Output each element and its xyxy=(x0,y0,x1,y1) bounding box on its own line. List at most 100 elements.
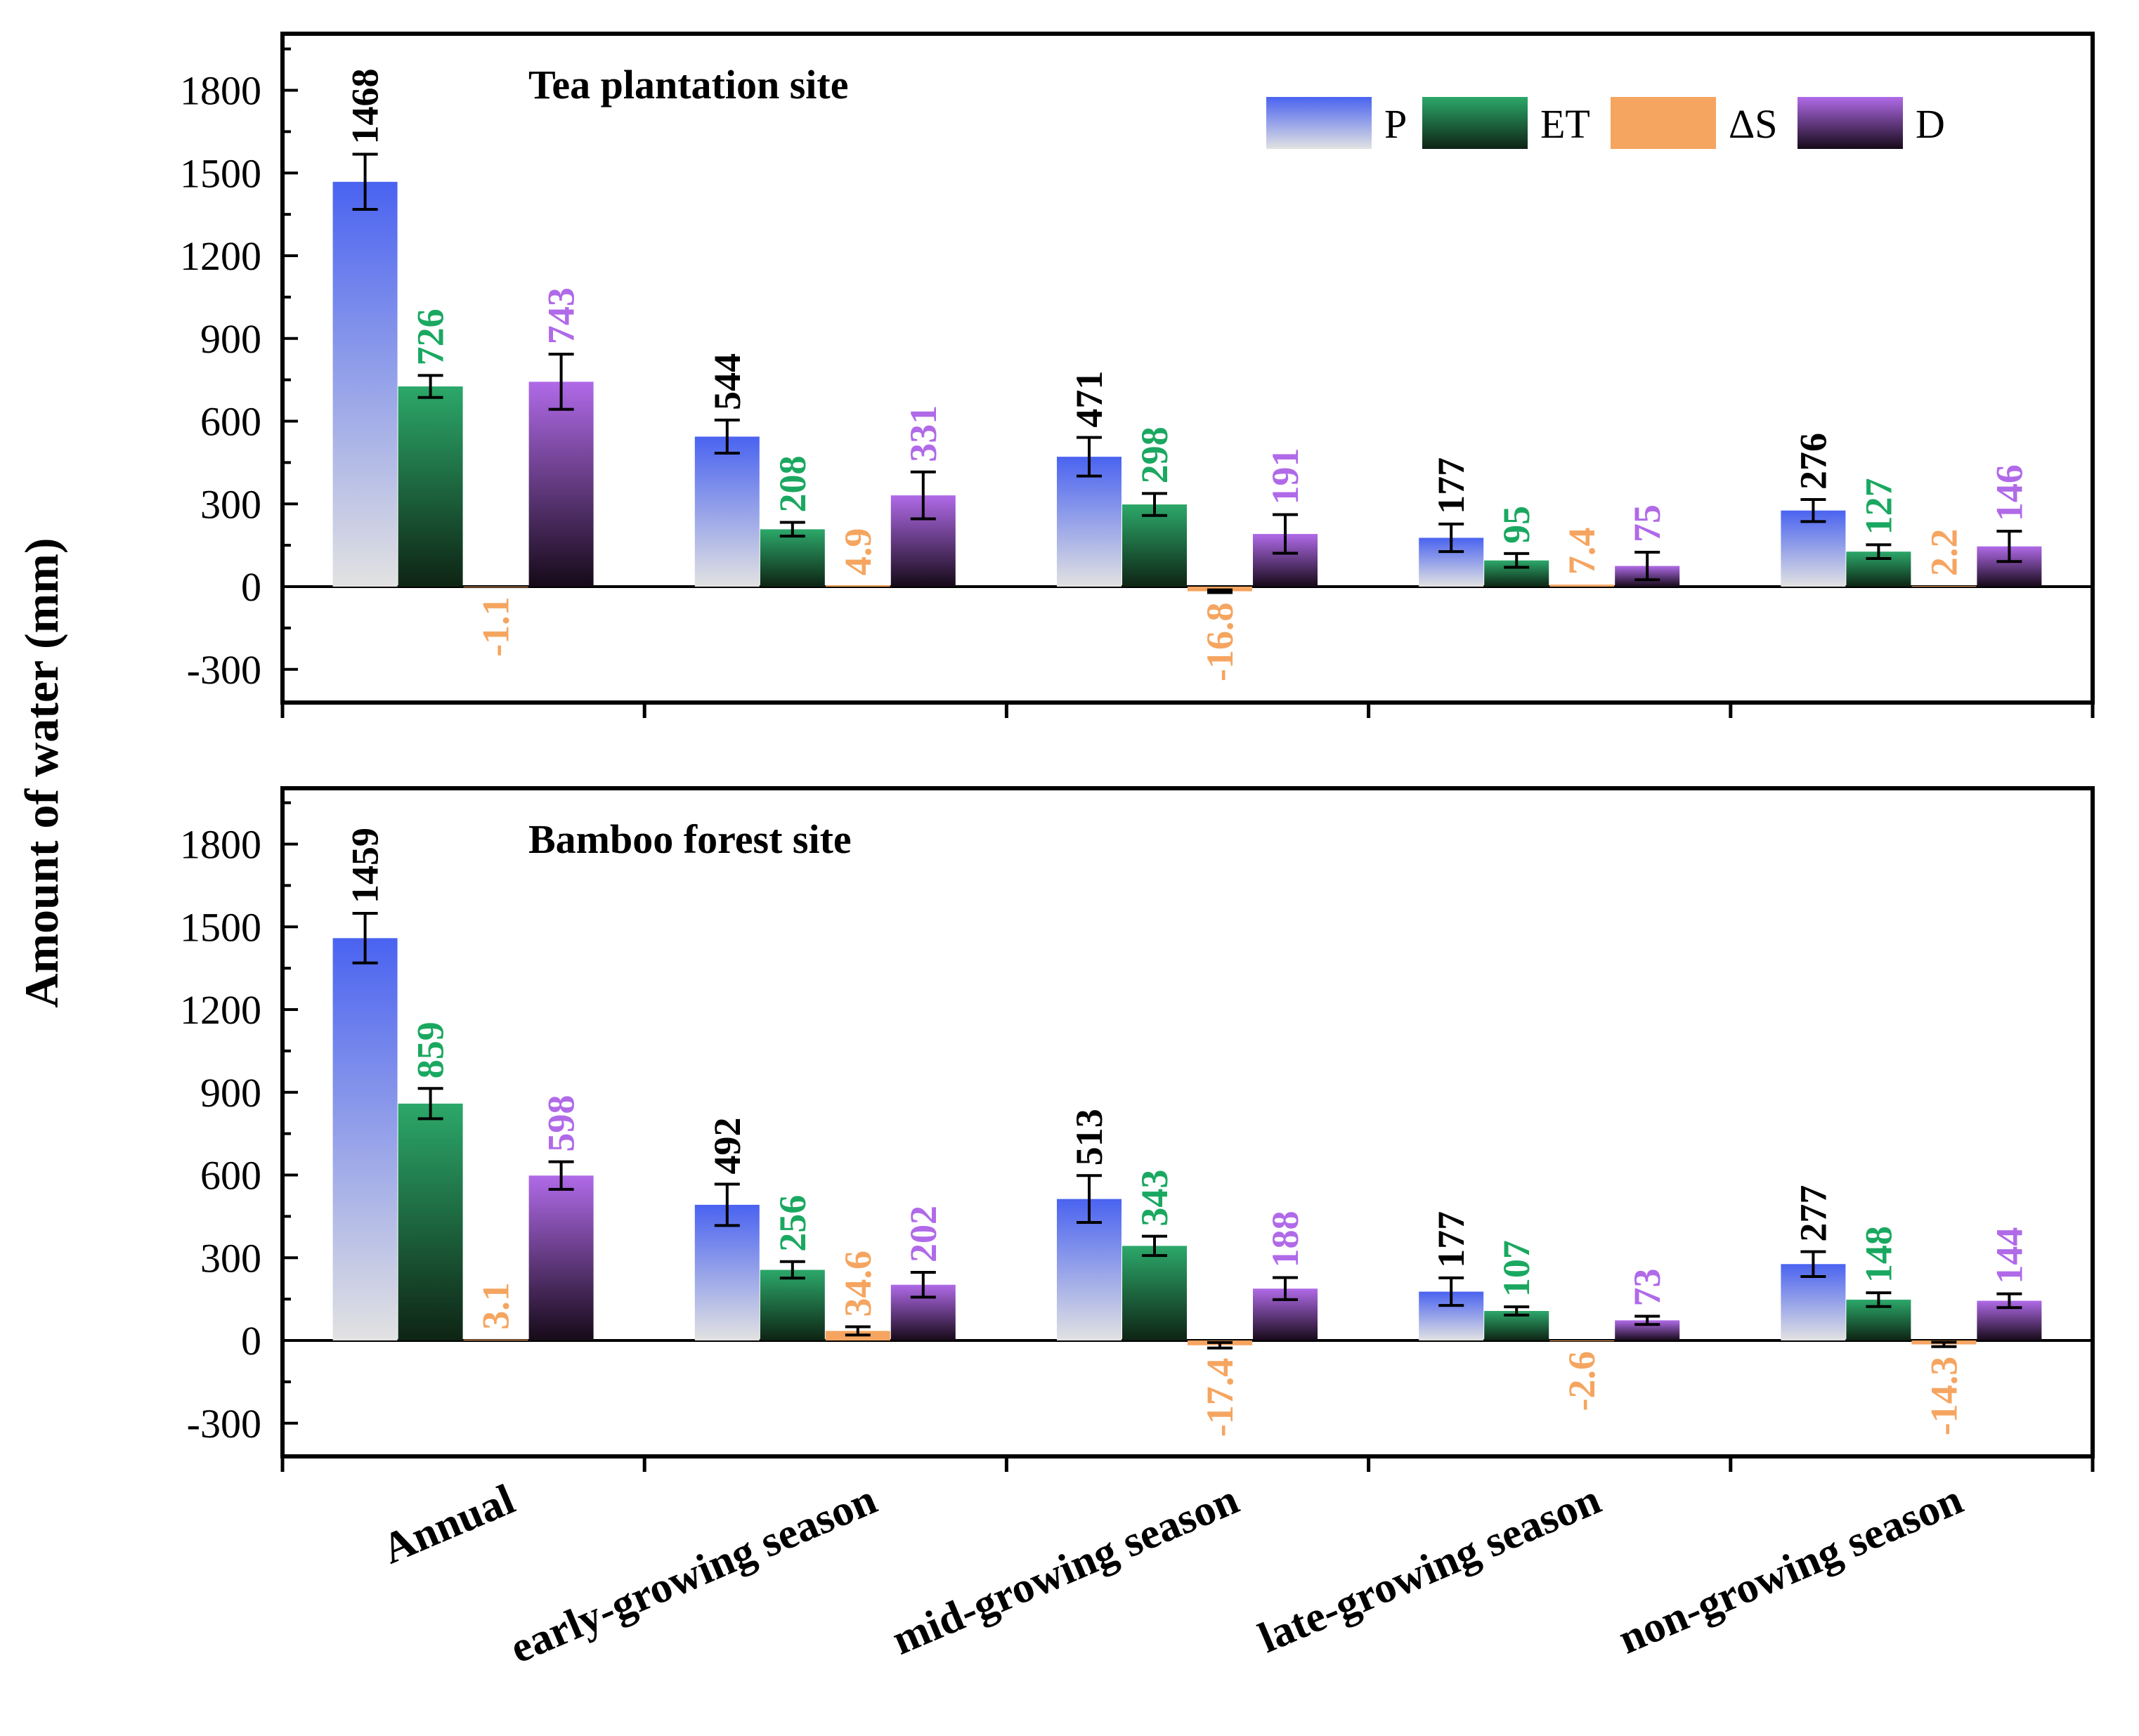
data-label-d: 598 xyxy=(540,1095,583,1152)
legend: P ET ΔS D xyxy=(1266,97,1945,149)
x-category-label-annual: Annual xyxy=(376,1475,521,1573)
legend-item-ds: ΔS xyxy=(1611,97,1778,149)
x-category-label-late-growing-season: late-growing season xyxy=(1252,1475,1608,1662)
data-label-ds: 7.4 xyxy=(1561,528,1603,575)
data-label-d: 743 xyxy=(540,287,583,344)
x-category-label-mid-growing-season: mid-growing season xyxy=(885,1475,1245,1664)
data-label-p: 277 xyxy=(1792,1185,1834,1242)
legend-item-d: D xyxy=(1797,97,1945,149)
data-label-p: 177 xyxy=(1430,457,1472,514)
data-label-p: 276 xyxy=(1792,433,1834,490)
bar-ds-late-growing-season xyxy=(1549,1340,1615,1342)
bar-ds-late-growing-season xyxy=(1549,585,1615,587)
data-label-et: 208 xyxy=(772,456,814,513)
bar-et-early-growing-season xyxy=(760,1270,825,1340)
data-label-d: 75 xyxy=(1626,504,1668,542)
data-label-et: 859 xyxy=(410,1022,452,1078)
bar-d-annual xyxy=(528,381,594,587)
legend-swatch xyxy=(1266,97,1372,149)
x-category-label-non-growing-season: non-growing season xyxy=(1612,1475,1970,1663)
panel-bamboo-forest-site: -300 0 300 600 900 1200 1500 1800 Bamboo forest … xyxy=(180,786,2095,1472)
bar-p-annual xyxy=(332,938,398,1340)
bar-p-early-growing-season xyxy=(694,436,760,587)
legend-label: D xyxy=(1916,101,1945,147)
legend-label: ΔS xyxy=(1729,101,1778,147)
data-label-p: 1459 xyxy=(344,828,386,903)
panel-tea-plantation-site: -300 0 300 600 900 1200 1500 1800 Tea plantation… xyxy=(180,32,2095,718)
y-axis-label: Amount of water (mm) xyxy=(15,537,68,1007)
data-label-ds: 2.2 xyxy=(1923,529,1965,577)
data-label-p: 513 xyxy=(1068,1109,1110,1166)
y-tick-label: 1800 xyxy=(180,68,261,114)
bar-group-annual: 1468 726 -1.1 743 xyxy=(332,69,594,657)
data-label-et: 148 xyxy=(1857,1226,1899,1283)
bar-d-annual xyxy=(528,1175,594,1340)
panel-title: Bamboo forest site xyxy=(528,816,852,862)
bar-p-early-growing-season xyxy=(694,1204,760,1340)
bar-group-late-growing-season: 177 95 7.4 75 xyxy=(1419,457,1680,587)
y-tick-label: 0 xyxy=(241,564,261,610)
bar-ds-non-growing-season xyxy=(1911,586,1977,587)
data-label-et: 127 xyxy=(1857,478,1899,535)
legend-label: P xyxy=(1384,101,1407,147)
data-label-d: 146 xyxy=(1988,464,2030,521)
bar-p-annual xyxy=(332,181,398,587)
bar-et-annual xyxy=(398,1103,463,1340)
data-label-ds: -17.4 xyxy=(1199,1358,1241,1437)
data-label-ds: 34.6 xyxy=(837,1251,879,1317)
data-label-ds: 3.1 xyxy=(475,1282,517,1330)
y-tick-label: -300 xyxy=(187,647,261,693)
bar-group-non-growing-season: 277 148 -14.3 144 xyxy=(1781,1185,2042,1435)
bar-ds-early-growing-season xyxy=(825,585,890,587)
legend-item-et: ET xyxy=(1422,97,1590,149)
bar-p-non-growing-season xyxy=(1781,510,1846,587)
bar-group-annual: 1459 859 3.1 598 xyxy=(332,828,594,1340)
data-label-ds: -1.1 xyxy=(475,596,517,656)
legend-item-p: P xyxy=(1266,97,1407,149)
y-tick-label: 1500 xyxy=(180,150,261,196)
y-tick-label: 1200 xyxy=(180,233,261,279)
panel-title: Tea plantation site xyxy=(528,62,848,107)
y-tick-label: 0 xyxy=(241,1318,261,1364)
legend-swatch xyxy=(1611,97,1716,149)
data-label-p: 1468 xyxy=(344,69,386,145)
data-label-ds: 4.9 xyxy=(837,528,879,576)
y-tick-label: 300 xyxy=(200,1235,261,1281)
data-label-p: 492 xyxy=(706,1117,748,1174)
data-label-p: 177 xyxy=(1430,1211,1472,1268)
data-label-d: 331 xyxy=(902,405,944,462)
plot-frame xyxy=(280,786,2095,1458)
data-label-p: 471 xyxy=(1068,371,1110,428)
x-category-label-early-growing-season: early-growing season xyxy=(503,1475,883,1673)
bar-group-late-growing-season: 177 107 -2.6 73 xyxy=(1419,1211,1680,1411)
y-tick-label: 1200 xyxy=(180,987,261,1033)
data-label-p: 544 xyxy=(706,353,748,410)
legend-label: ET xyxy=(1540,101,1590,147)
data-label-et: 256 xyxy=(772,1195,814,1252)
bar-et-mid-growing-season xyxy=(1122,504,1187,587)
y-tick-label: 900 xyxy=(200,1070,261,1116)
data-label-et: 107 xyxy=(1495,1240,1537,1297)
y-tick-label: 900 xyxy=(200,316,261,362)
data-label-d: 144 xyxy=(1988,1227,2030,1284)
bar-et-early-growing-season xyxy=(760,529,825,587)
y-tick-label: -300 xyxy=(187,1401,261,1447)
bar-group-non-growing-season: 276 127 2.2 146 xyxy=(1781,433,2042,587)
plot-frame xyxy=(280,32,2095,705)
legend-swatch xyxy=(1797,97,1903,149)
legend-swatch xyxy=(1422,97,1528,149)
data-label-et: 298 xyxy=(1133,426,1176,483)
data-label-d: 188 xyxy=(1264,1211,1306,1268)
y-tick-label: 600 xyxy=(200,399,261,445)
data-label-et: 343 xyxy=(1133,1170,1176,1227)
data-label-ds: -2.6 xyxy=(1561,1351,1603,1411)
data-label-d: 73 xyxy=(1626,1268,1668,1306)
data-label-d: 191 xyxy=(1264,448,1306,505)
data-label-d: 202 xyxy=(902,1206,944,1262)
y-tick-label: 600 xyxy=(200,1153,261,1199)
bar-group-mid-growing-season: 513 343 -17.4 188 xyxy=(1057,1109,1318,1437)
data-label-ds: -16.8 xyxy=(1199,603,1241,681)
bar-group-mid-growing-season: 471 298 -16.8 191 xyxy=(1057,371,1318,681)
y-tick-label: 300 xyxy=(200,481,261,527)
